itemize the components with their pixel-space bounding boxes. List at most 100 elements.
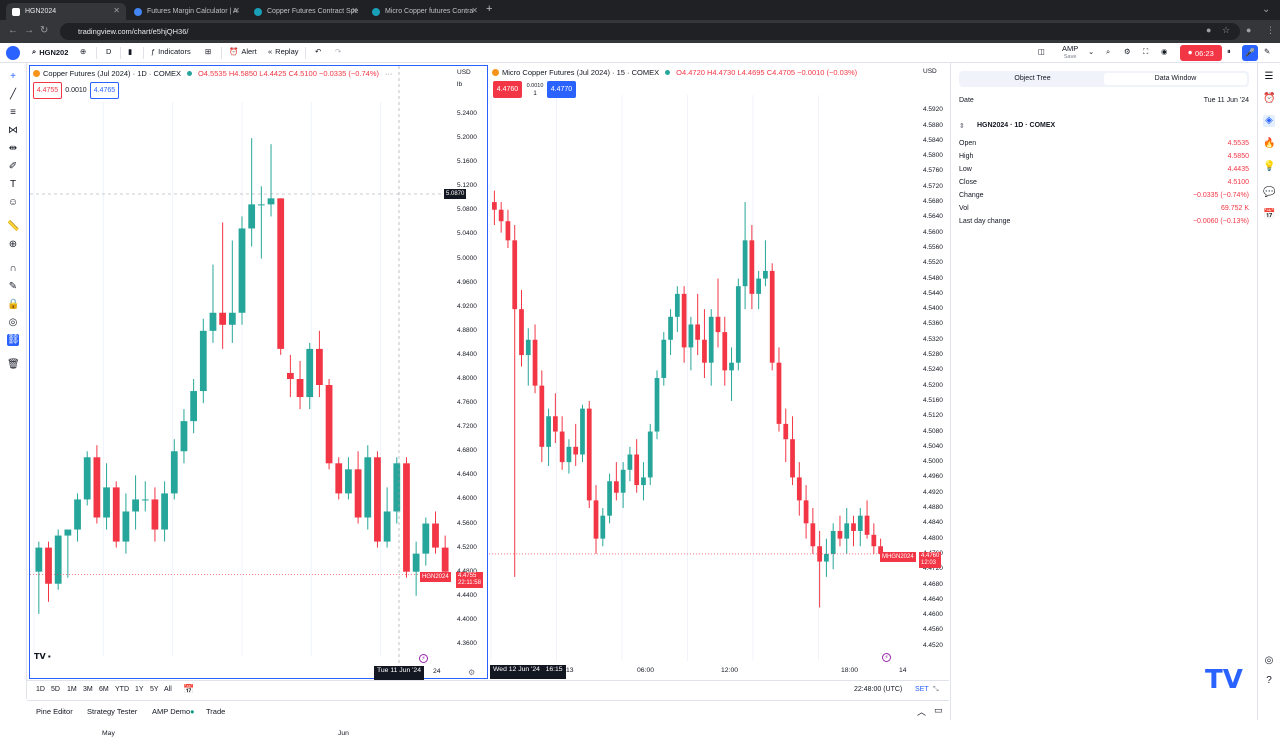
emoji-icon[interactable]: ☺: [7, 197, 19, 208]
browser-tab-hgn2024[interactable]: HGN2024 ✕: [6, 3, 126, 20]
notifications-icon[interactable]: ◎: [1264, 655, 1274, 666]
text-tool-icon[interactable]: T: [9, 179, 17, 190]
tab-amp-demo[interactable]: AMP Demo: [152, 707, 191, 716]
trend-line-icon[interactable]: ╱: [9, 89, 17, 100]
microphone-icon[interactable]: 🎤: [1242, 45, 1258, 61]
crosshair-icon[interactable]: +: [10, 71, 16, 82]
tab-search-icon[interactable]: ⌄: [1262, 4, 1271, 15]
url-input[interactable]: tradingview.com/chart/e5hjQH36/: [60, 23, 1240, 40]
mic-icon[interactable]: ●: [1206, 25, 1212, 35]
tab-data-window[interactable]: Data Window: [1104, 73, 1247, 85]
sell-button[interactable]: 4.4755: [33, 82, 62, 99]
new-tab-icon[interactable]: +: [486, 3, 493, 15]
layout-icon[interactable]: ◫: [1038, 47, 1046, 56]
replay-button[interactable]: « Replay: [268, 47, 299, 56]
keep-drawing-icon[interactable]: ✎: [8, 281, 18, 292]
chart-pane-daily[interactable]: Copper Futures (Jul 2024) · 1D · COMEX O…: [29, 65, 489, 737]
projection-icon[interactable]: ⇹: [8, 143, 18, 154]
hotlists-flame-icon[interactable]: 🔥: [1263, 138, 1276, 149]
zoom-in-icon[interactable]: ⊕: [8, 239, 18, 250]
interval-button[interactable]: D: [106, 47, 111, 56]
fullscreen-icon[interactable]: ⛶: [1143, 47, 1149, 56]
close-tab-icon[interactable]: ✕: [351, 6, 358, 15]
collapse-panel-icon[interactable]: ︿: [917, 707, 927, 717]
resize-icon[interactable]: ⤡: [933, 686, 939, 693]
symbol-search-button[interactable]: ⌕ HGN202: [32, 47, 68, 57]
range-1m[interactable]: 1M: [67, 686, 77, 693]
chat-icon[interactable]: 💬: [1263, 187, 1276, 198]
range-1d[interactable]: 1D: [36, 686, 45, 693]
chevron-down-icon[interactable]: ⌄: [1088, 47, 1095, 56]
brush-icon[interactable]: ✐: [8, 161, 18, 172]
range-3m[interactable]: 3M: [83, 686, 93, 693]
alert-button[interactable]: ⏰ Alert: [229, 47, 257, 56]
forward-icon[interactable]: →: [24, 25, 34, 36]
eye-icon[interactable]: ⇕: [959, 123, 965, 130]
15min-candlestick-chart[interactable]: [489, 65, 947, 679]
calendar-icon[interactable]: 📅: [1263, 209, 1276, 220]
profile-avatar-icon[interactable]: ●: [1246, 25, 1252, 35]
templates-icon[interactable]: ⊞: [205, 47, 212, 56]
range-6m[interactable]: 6M: [99, 686, 109, 693]
trash-icon[interactable]: 🗑: [7, 359, 20, 370]
chart-pane-15min[interactable]: Micro Copper Futures (Jul 2024) · 15 · C…: [489, 65, 947, 679]
currency-label[interactable]: USD: [457, 69, 471, 76]
unit-label[interactable]: lb: [457, 81, 463, 88]
magnet-icon[interactable]: ∩: [9, 263, 17, 274]
earnings-flash-icon[interactable]: ⚡: [419, 654, 428, 663]
bar-style-icon[interactable]: ▮: [128, 47, 133, 56]
drawings-panel-icon[interactable]: ✎: [1264, 47, 1271, 56]
ideas-bulb-icon[interactable]: 💡: [1263, 161, 1276, 172]
close-tab-icon[interactable]: ✕: [113, 6, 120, 15]
range-5d[interactable]: 5D: [51, 686, 60, 693]
settings-gear-icon[interactable]: ⚙: [1124, 47, 1131, 56]
tab-pine-editor[interactable]: Pine Editor: [36, 707, 73, 716]
eye-icon[interactable]: ◎: [8, 317, 18, 328]
browser-tab-margin-calculator[interactable]: Futures Margin Calculator | A ✕: [128, 3, 246, 20]
watchlist-icon[interactable]: ☰: [1264, 71, 1274, 82]
earnings-flash-icon[interactable]: ⚡: [882, 653, 891, 662]
buy-button[interactable]: 4.4770: [547, 81, 576, 98]
maximize-panel-icon[interactable]: ▭: [934, 705, 943, 715]
pause-icon[interactable]: ⏸: [1227, 47, 1231, 56]
tab-object-tree[interactable]: Object Tree: [1014, 75, 1051, 82]
back-icon[interactable]: ←: [8, 25, 18, 36]
menu-kebab-icon[interactable]: ⋮: [1266, 25, 1275, 35]
reload-icon[interactable]: ↻: [40, 25, 49, 36]
settings-gear-icon[interactable]: ⚙: [468, 668, 476, 677]
bookmark-star-icon[interactable]: ☆: [1222, 25, 1231, 35]
layout-save-button[interactable]: AMP Save: [1062, 45, 1078, 61]
redo-icon[interactable]: ↷: [335, 47, 342, 56]
tab-trade[interactable]: Trade: [206, 707, 226, 716]
fib-retracement-icon[interactable]: ≡: [10, 107, 16, 118]
currency-label[interactable]: USD: [923, 68, 937, 75]
range-ytd[interactable]: YTD: [115, 686, 129, 693]
tv-logo-icon[interactable]: [6, 46, 20, 60]
undo-icon[interactable]: ↶: [315, 47, 322, 56]
range-1y[interactable]: 1Y: [135, 686, 144, 693]
clock-label[interactable]: 22:48:00 (UTC): [854, 686, 903, 693]
pattern-icon[interactable]: ⋈: [8, 125, 18, 136]
link-icon[interactable]: ⛓: [7, 334, 20, 346]
quick-search-icon[interactable]: ⌕: [1106, 47, 1111, 56]
help-icon[interactable]: ?: [1266, 675, 1272, 686]
ruler-icon[interactable]: 📏: [7, 221, 20, 232]
range-all[interactable]: All: [164, 686, 172, 693]
data-window-layers-icon[interactable]: ◈: [1263, 115, 1275, 127]
sell-button[interactable]: 4.4760: [493, 81, 522, 98]
browser-tab-copper-futures[interactable]: Copper Futures Contract Spe ✕: [248, 3, 364, 20]
daily-candlestick-chart[interactable]: [30, 66, 489, 680]
snapshot-camera-icon[interactable]: ◉: [1161, 47, 1168, 56]
alerts-clock-icon[interactable]: ⏰: [1263, 93, 1276, 104]
close-tab-icon[interactable]: ✕: [471, 6, 478, 15]
go-to-date-icon[interactable]: 📅: [183, 684, 195, 694]
buy-button[interactable]: 4.4765: [90, 82, 119, 99]
session-label[interactable]: SET: [915, 686, 929, 693]
compare-symbol-icon[interactable]: ⊕: [80, 47, 87, 56]
range-5y[interactable]: 5Y: [150, 686, 159, 693]
lock-icon[interactable]: 🔒: [7, 299, 20, 310]
indicators-button[interactable]: ƒ Indicators: [151, 47, 191, 56]
close-tab-icon[interactable]: ✕: [233, 6, 240, 15]
recording-timer-button[interactable]: ⏺ 06:23: [1180, 45, 1222, 61]
browser-tab-micro-copper[interactable]: Micro Copper futures Contra ✕: [366, 3, 484, 20]
